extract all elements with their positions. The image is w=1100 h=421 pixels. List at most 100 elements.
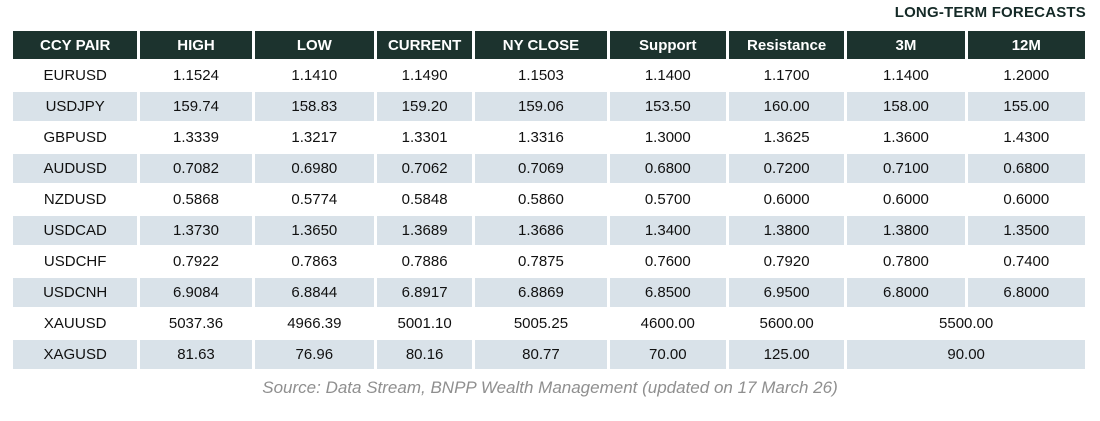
long-term-forecasts-label: LONG-TERM FORECASTS xyxy=(894,4,1086,21)
cell: 1.3339 xyxy=(140,123,252,152)
cell: 5005.25 xyxy=(475,309,607,338)
fx-forecast-table: CCY PAIR HIGH LOW CURRENT NY CLOSE Suppo… xyxy=(10,29,1088,371)
table-body: EURUSD 1.1524 1.1410 1.1490 1.1503 1.140… xyxy=(13,61,1085,369)
cell: 155.00 xyxy=(967,92,1085,121)
pair-cell: XAUUSD xyxy=(13,309,138,338)
cell: 0.7100 xyxy=(847,154,965,183)
column-header-low: LOW xyxy=(254,31,374,59)
column-header-12m: 12M xyxy=(967,31,1085,59)
column-header-3m: 3M xyxy=(847,31,965,59)
pair-cell: USDJPY xyxy=(13,92,138,121)
cell: 0.7069 xyxy=(475,154,607,183)
table-row: XAGUSD 81.63 76.96 80.16 80.77 70.00 125… xyxy=(13,340,1085,369)
cell: 80.16 xyxy=(376,340,473,369)
cell: 5037.36 xyxy=(140,309,252,338)
column-header-resistance: Resistance xyxy=(728,31,845,59)
cell: 1.1524 xyxy=(140,61,252,90)
column-header-high: HIGH xyxy=(140,31,252,59)
table-row: USDJPY 159.74 158.83 159.20 159.06 153.5… xyxy=(13,92,1085,121)
cell: 0.7082 xyxy=(140,154,252,183)
cell: 153.50 xyxy=(609,92,726,121)
pair-cell: AUDUSD xyxy=(13,154,138,183)
cell: 0.5868 xyxy=(140,185,252,214)
pair-cell: GBPUSD xyxy=(13,123,138,152)
pair-cell: NZDUSD xyxy=(13,185,138,214)
cell: 4966.39 xyxy=(254,309,374,338)
cell: 1.3689 xyxy=(376,216,473,245)
cell: 4600.00 xyxy=(609,309,726,338)
column-header-current: CURRENT xyxy=(376,31,473,59)
table-header: CCY PAIR HIGH LOW CURRENT NY CLOSE Suppo… xyxy=(13,31,1085,59)
cell: 1.3400 xyxy=(609,216,726,245)
cell: 6.9500 xyxy=(728,278,845,307)
cell: 1.3000 xyxy=(609,123,726,152)
column-header-ny-close: NY CLOSE xyxy=(475,31,607,59)
cell: 0.5848 xyxy=(376,185,473,214)
cell: 0.5860 xyxy=(475,185,607,214)
cell: 6.8917 xyxy=(376,278,473,307)
cell: 70.00 xyxy=(609,340,726,369)
table-row: NZDUSD 0.5868 0.5774 0.5848 0.5860 0.570… xyxy=(13,185,1085,214)
pair-cell: USDCNH xyxy=(13,278,138,307)
cell: 160.00 xyxy=(728,92,845,121)
cell: 1.3500 xyxy=(967,216,1085,245)
cell: 1.3800 xyxy=(847,216,965,245)
cell: 6.8000 xyxy=(967,278,1085,307)
cell: 1.2000 xyxy=(967,61,1085,90)
pair-cell: XAGUSD xyxy=(13,340,138,369)
cell: 1.1503 xyxy=(475,61,607,90)
cell: 1.4300 xyxy=(967,123,1085,152)
merged-forecast-cell: 90.00 xyxy=(847,340,1085,369)
cell: 5600.00 xyxy=(728,309,845,338)
cell: 81.63 xyxy=(140,340,252,369)
pair-cell: USDCHF xyxy=(13,247,138,276)
cell: 0.6800 xyxy=(609,154,726,183)
cell: 80.77 xyxy=(475,340,607,369)
cell: 1.3217 xyxy=(254,123,374,152)
cell: 1.3730 xyxy=(140,216,252,245)
cell: 0.7600 xyxy=(609,247,726,276)
cell: 0.6980 xyxy=(254,154,374,183)
table-row: USDCNH 6.9084 6.8844 6.8917 6.8869 6.850… xyxy=(13,278,1085,307)
table-row: EURUSD 1.1524 1.1410 1.1490 1.1503 1.140… xyxy=(13,61,1085,90)
cell: 1.3800 xyxy=(728,216,845,245)
cell: 0.6000 xyxy=(967,185,1085,214)
cell: 159.06 xyxy=(475,92,607,121)
merged-forecast-cell: 5500.00 xyxy=(847,309,1085,338)
pair-cell: EURUSD xyxy=(13,61,138,90)
cell: 125.00 xyxy=(728,340,845,369)
table-row: GBPUSD 1.3339 1.3217 1.3301 1.3316 1.300… xyxy=(13,123,1085,152)
cell: 0.6000 xyxy=(728,185,845,214)
table-row: AUDUSD 0.7082 0.6980 0.7062 0.7069 0.680… xyxy=(13,154,1085,183)
cell: 0.5700 xyxy=(609,185,726,214)
cell: 76.96 xyxy=(254,340,374,369)
header-row: CCY PAIR HIGH LOW CURRENT NY CLOSE Suppo… xyxy=(13,31,1085,59)
column-header-ccy-pair: CCY PAIR xyxy=(13,31,138,59)
cell: 0.7922 xyxy=(140,247,252,276)
cell: 159.74 xyxy=(140,92,252,121)
cell: 0.7400 xyxy=(967,247,1085,276)
cell: 6.8000 xyxy=(847,278,965,307)
cell: 1.1410 xyxy=(254,61,374,90)
cell: 0.7863 xyxy=(254,247,374,276)
cell: 0.7886 xyxy=(376,247,473,276)
cell: 1.3600 xyxy=(847,123,965,152)
cell: 1.1400 xyxy=(609,61,726,90)
cell: 1.3686 xyxy=(475,216,607,245)
cell: 1.1400 xyxy=(847,61,965,90)
table-row: USDCAD 1.3730 1.3650 1.3689 1.3686 1.340… xyxy=(13,216,1085,245)
table-row: XAUUSD 5037.36 4966.39 5001.10 5005.25 4… xyxy=(13,309,1085,338)
cell: 0.6000 xyxy=(847,185,965,214)
cell: 6.9084 xyxy=(140,278,252,307)
cell: 0.7920 xyxy=(728,247,845,276)
cell: 1.1700 xyxy=(728,61,845,90)
cell: 158.83 xyxy=(254,92,374,121)
source-caption: Source: Data Stream, BNPP Wealth Managem… xyxy=(262,378,838,397)
cell: 0.6800 xyxy=(967,154,1085,183)
cell: 1.3316 xyxy=(475,123,607,152)
pair-cell: USDCAD xyxy=(13,216,138,245)
cell: 0.7800 xyxy=(847,247,965,276)
cell: 1.1490 xyxy=(376,61,473,90)
cell: 0.7200 xyxy=(728,154,845,183)
